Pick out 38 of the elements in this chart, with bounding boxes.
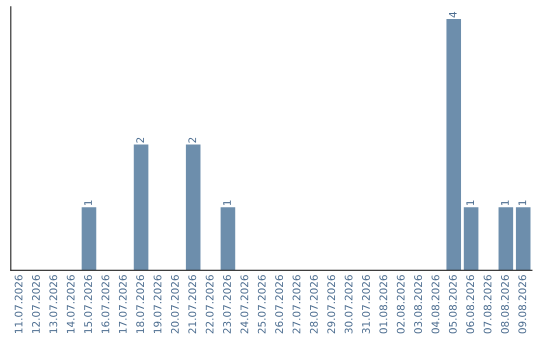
data-label: 2 <box>188 138 196 143</box>
x-tick-label: 18.07.2026 <box>136 275 144 333</box>
x-tick-label: 23.07.2026 <box>223 275 231 334</box>
x-tick-label: 25.07.2026 <box>258 275 266 334</box>
x-tick-label: 11.07.2026 <box>14 275 23 333</box>
data-label: 1 <box>223 200 231 206</box>
x-tick-label: 04.08.2026 <box>432 275 440 334</box>
x-tick-label: 29.07.2026 <box>327 275 336 334</box>
x-tick-label: 15.07.2026 <box>84 275 92 333</box>
x-tick-label: 09.08.2026 <box>518 275 526 334</box>
x-tick-label: 27.07.2026 <box>292 275 300 334</box>
x-tick-label: 28.07.2026 <box>310 275 318 334</box>
x-tick-label: 13.07.2026 <box>49 275 58 333</box>
x-tick-label: 05.08.2026 <box>448 275 457 334</box>
x-tick-label: 30.07.2026 <box>344 275 353 334</box>
x-tick-label: 08.08.2026 <box>500 275 509 334</box>
x-tick-label: 12.07.2026 <box>32 275 40 333</box>
x-tick-label: 03.08.2026 <box>414 275 422 334</box>
x-tick-label: 01.08.2026 <box>379 275 388 334</box>
data-label: 2 <box>136 138 144 143</box>
data-label: 1 <box>501 200 509 206</box>
x-tick-label: 14.07.2026 <box>66 275 75 333</box>
data-label: 1 <box>84 200 92 206</box>
x-tick-label: 22.07.2026 <box>206 275 214 334</box>
data-label: 1 <box>466 200 474 206</box>
x-tick-label: 06.08.2026 <box>466 275 474 334</box>
data-label: 4 <box>449 12 457 18</box>
x-tick-label: 17.07.2026 <box>118 275 127 333</box>
x-tick-label: 26.07.2026 <box>275 275 284 334</box>
x-tick-label: 24.07.2026 <box>240 275 248 334</box>
x-tick-label: 19.07.2026 <box>154 275 162 333</box>
data-label: 1 <box>518 200 526 206</box>
x-tick-label: 21.07.2026 <box>188 275 196 334</box>
x-tick-label: 20.07.2026 <box>170 275 179 334</box>
x-tick-label: 07.08.2026 <box>484 275 492 334</box>
x-tick-label: 31.07.2026 <box>362 275 370 334</box>
x-tick-label: 16.07.2026 <box>101 275 110 333</box>
x-tick-label: 02.08.2026 <box>396 275 405 334</box>
